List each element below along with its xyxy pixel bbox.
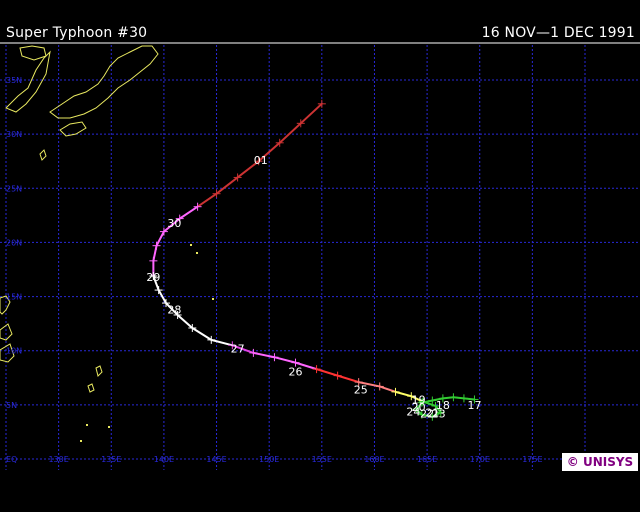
day-label: 19 <box>412 393 426 406</box>
lon-label: 140E <box>154 455 174 464</box>
storm-track <box>152 102 476 418</box>
day-label: 29 <box>146 271 160 284</box>
day-label: 18 <box>436 399 450 412</box>
lat-label: 5N <box>6 401 17 410</box>
track-segment <box>236 160 260 179</box>
track-segment <box>257 141 281 163</box>
track-segment <box>162 217 181 233</box>
lon-label: 155E <box>312 455 332 464</box>
island <box>196 252 198 254</box>
track-segment <box>165 302 179 316</box>
day-label: 28 <box>167 304 181 317</box>
track-segment <box>394 390 413 398</box>
lat-label: 20N <box>6 238 22 247</box>
position-markers <box>149 99 479 421</box>
track-segment <box>299 102 323 125</box>
island <box>80 440 82 442</box>
lon-label: 170E <box>470 455 490 464</box>
coastline <box>19 45 47 61</box>
track-segment <box>157 289 168 305</box>
track-segment <box>336 374 360 384</box>
island <box>190 244 192 246</box>
day-label: 26 <box>289 365 303 378</box>
track-segment <box>191 326 213 341</box>
day-label: 25 <box>354 384 368 397</box>
day-label: 22 <box>420 408 434 421</box>
track-segment <box>210 338 234 347</box>
island <box>86 424 88 426</box>
island <box>108 426 110 428</box>
day-label: 21 <box>425 406 439 419</box>
track-segment <box>378 385 397 393</box>
track-segment <box>315 368 339 377</box>
day-label: 24 <box>406 405 420 418</box>
track-segment <box>152 244 158 262</box>
day-label: 23 <box>432 408 446 421</box>
day-label: 27 <box>231 343 245 356</box>
axis-labels: 35N 30N 25N 20N 15N 10N 5N EQ 130E 135E 140E 145E 15… <box>6 76 543 464</box>
track-segment <box>152 274 160 292</box>
coastline <box>0 343 15 363</box>
island <box>212 298 214 300</box>
track-segment <box>178 205 199 220</box>
lon-label: 160E <box>364 455 384 464</box>
track-segment <box>434 404 442 414</box>
track-segment <box>357 381 381 388</box>
track-segment <box>294 361 318 371</box>
coastline <box>87 383 95 393</box>
lat-label: 10N <box>6 347 22 356</box>
track-segment <box>252 351 276 359</box>
track-segment <box>431 411 442 418</box>
coastline <box>0 323 13 341</box>
coastline <box>39 149 47 161</box>
lat-label: 35N <box>6 76 22 85</box>
track-segment <box>415 401 423 411</box>
map-header: Super Typhoon #30 16 NOV—1 DEC 1991 <box>0 0 640 44</box>
day-label: 17 <box>467 399 481 412</box>
lon-label: 130E <box>48 455 68 464</box>
coastline <box>0 295 11 315</box>
lon-label: 175E <box>522 455 542 464</box>
unisys-logo: © UNISYS <box>562 453 638 471</box>
lon-label: 150E <box>259 455 279 464</box>
coastline <box>49 45 159 119</box>
day-label: 01 <box>254 154 268 167</box>
track-segment <box>196 192 218 208</box>
track-segment <box>231 344 255 354</box>
lat-label: 15N <box>6 293 22 302</box>
lon-label: 145E <box>206 455 226 464</box>
lat-label: 25N <box>6 184 22 193</box>
lat-label: 30N <box>6 130 22 139</box>
day-label: 30 <box>167 217 181 230</box>
date-range: 16 NOV—1 DEC 1991 <box>481 25 635 41</box>
coastline <box>5 50 51 113</box>
lat-lon-grid <box>0 45 640 470</box>
day-label: 20 <box>412 401 426 414</box>
lon-label: 165E <box>417 455 437 464</box>
track-segment <box>415 408 423 416</box>
track-segment <box>273 356 297 364</box>
track-segment <box>215 176 239 195</box>
coastline <box>59 121 87 137</box>
track-segment <box>176 313 194 329</box>
lon-label: 135E <box>101 455 121 464</box>
lat-label: EQ <box>6 455 17 464</box>
footer-bar <box>0 470 640 512</box>
coastline <box>95 365 103 377</box>
storm-title: Super Typhoon #30 <box>6 25 148 41</box>
track-segment <box>410 395 424 403</box>
track-segment <box>278 122 302 144</box>
coastlines <box>0 45 214 442</box>
track-segment <box>155 230 165 247</box>
